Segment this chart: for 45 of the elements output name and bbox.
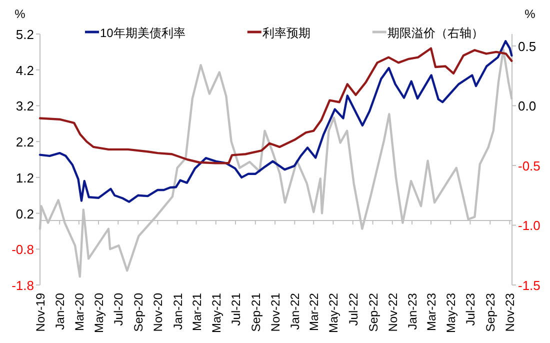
x-tick-label: Jan-22 <box>288 292 302 330</box>
x-tick-label: Nov-23 <box>503 292 518 332</box>
y-tick-label: 4.2 <box>16 62 34 78</box>
x-tick-label: Mar-23 <box>424 292 438 332</box>
y-tick-label: 2.2 <box>16 134 34 150</box>
x-tick-label: Nov-19 <box>34 292 48 332</box>
y-tick-label: 0.2 <box>16 206 34 222</box>
x-tick-label: May-22 <box>326 292 341 334</box>
y-tick-label: 5.2 <box>16 27 34 42</box>
x-tick-label: May-23 <box>444 292 458 334</box>
legend-label: 10年期美债利率 <box>100 26 186 40</box>
x-tick-label: Jul-22 <box>346 292 360 326</box>
x-tick-label: Jul-23 <box>464 292 478 326</box>
x-tick-label: Nov-20 <box>151 292 166 332</box>
x-tick-label: Jan-21 <box>170 292 185 330</box>
y2-tick-label: -0.5 <box>518 158 540 174</box>
y2-tick-label: -1.5 <box>518 278 540 293</box>
legend-label: 期限溢价（右轴） <box>387 26 484 40</box>
line-series <box>38 40 513 203</box>
y2-tick-label: 0.5 <box>518 38 536 54</box>
x-tick-label: Mar-20 <box>72 292 86 332</box>
x-tick-label: Jul-21 <box>228 292 243 326</box>
x-tick-label: Nov-22 <box>386 292 400 332</box>
x-tick-label: Jul-20 <box>112 292 126 326</box>
y2-axis-title: % <box>524 7 536 21</box>
x-tick-label: Nov-21 <box>268 292 283 332</box>
x-tick-label: May-21 <box>209 292 224 334</box>
x-tick-label: Sep-22 <box>366 292 380 332</box>
y-tick-label: 3.2 <box>16 98 34 114</box>
line-series <box>38 47 513 164</box>
x-tick-label: Sep-20 <box>132 292 146 332</box>
y2-tick-label: 0.0 <box>518 98 536 114</box>
legend-label: 利率预期 <box>262 26 310 40</box>
y2-tick-label: -1.0 <box>518 218 540 234</box>
x-tick-label: Mar-21 <box>190 292 204 332</box>
y-tick-label: 1.2 <box>16 170 34 186</box>
x-tick-label: Jan-20 <box>53 292 68 330</box>
x-tick-label: Sep-23 <box>484 292 498 332</box>
y-tick-label: -1.8 <box>12 278 34 293</box>
x-tick-label: Mar-22 <box>307 292 322 332</box>
x-tick-label: Sep-21 <box>248 292 263 332</box>
x-tick-label: May-20 <box>92 292 106 334</box>
y-axis-title: % <box>14 7 26 21</box>
y-tick-label: -0.8 <box>12 242 34 258</box>
x-tick-label: Jan-23 <box>406 292 420 330</box>
